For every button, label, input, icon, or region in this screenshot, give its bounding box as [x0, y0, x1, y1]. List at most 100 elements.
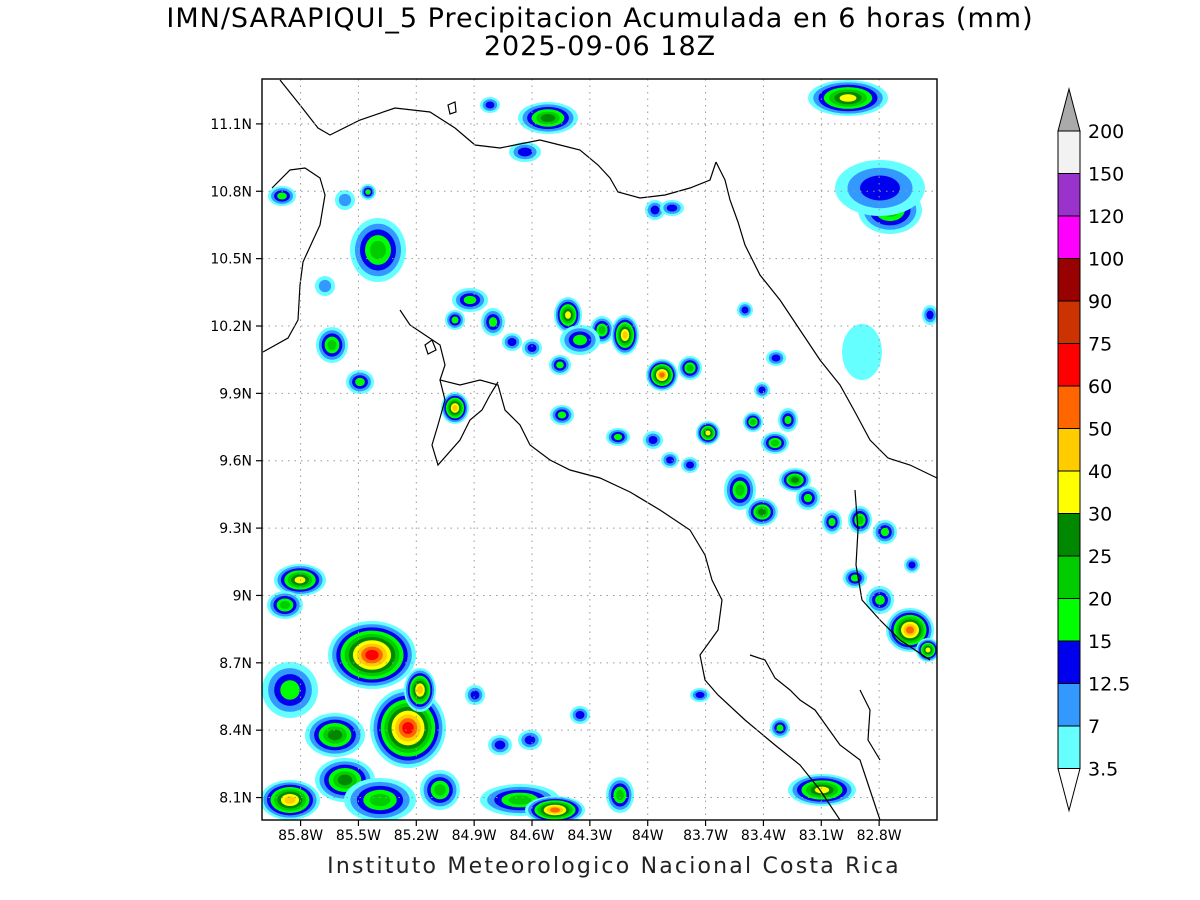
rain-contour — [550, 807, 560, 813]
colorbar-segment — [1057, 513, 1081, 557]
rain-cell — [779, 468, 811, 492]
rain-contour — [686, 461, 694, 469]
rain-cell — [754, 382, 770, 398]
rain-contour — [880, 527, 890, 537]
rain-cell — [488, 735, 512, 755]
lon-tick-label: 85.5W — [336, 828, 381, 844]
colorbar-segment — [1057, 130, 1081, 174]
rain-contour — [784, 415, 792, 425]
colorbar-label: 25 — [1088, 546, 1112, 568]
rain-cell — [724, 470, 756, 510]
rain-contour — [735, 484, 745, 496]
rain-contour — [327, 729, 343, 741]
rain-contour — [355, 377, 365, 387]
rain-cell — [420, 770, 460, 810]
rain-cell — [643, 431, 663, 449]
map-subtitle-datetime: 2025-09-06 18Z — [483, 31, 717, 62]
rain-contour — [540, 114, 556, 122]
lon-tick-label: 83.1W — [799, 828, 844, 844]
rain-cell — [480, 97, 500, 113]
rain-contour — [327, 339, 337, 351]
rain-cell — [822, 510, 842, 534]
rain-contour — [598, 326, 606, 334]
rain-contour — [686, 364, 694, 372]
colorbar-max-arrow — [1057, 87, 1081, 132]
rain-contour — [280, 680, 300, 700]
rain-cell — [737, 302, 753, 318]
rain-cell — [606, 777, 634, 813]
rain-cell — [465, 685, 485, 705]
rain-contour — [451, 316, 459, 324]
rain-cell — [645, 200, 665, 220]
rain-contour — [828, 517, 836, 527]
rain-cell — [346, 370, 374, 394]
colorbar-segment — [1057, 598, 1081, 642]
lat-tick-label: 10.2N — [210, 319, 252, 335]
rain-cell — [866, 586, 894, 614]
rain-cell — [761, 432, 789, 454]
rain-cell — [404, 668, 436, 712]
rain-contour — [850, 574, 860, 582]
colorbar-label: 200 — [1088, 121, 1124, 143]
lat-tick-label: 10.8N — [210, 184, 252, 200]
rain-cell — [518, 730, 542, 750]
rain-cell — [502, 333, 522, 351]
rain-cell — [808, 80, 888, 116]
lat-tick-label: 9.6N — [219, 454, 252, 470]
colorbar-label: 7 — [1088, 716, 1100, 738]
rain-cell — [886, 608, 934, 652]
lat-tick-label: 11.1N — [210, 117, 252, 133]
rain-contour — [925, 647, 931, 653]
rain-cell — [646, 359, 678, 391]
rain-cell — [678, 356, 702, 380]
rain-cell — [267, 591, 303, 619]
lon-tick-label: 84.3W — [567, 828, 612, 844]
rain-contour — [842, 324, 882, 380]
rain-contour — [463, 295, 477, 305]
rain-contour — [908, 561, 916, 569]
colorbar-label: 15 — [1088, 631, 1112, 653]
rain-cell — [525, 796, 585, 820]
rain-contour — [666, 456, 674, 464]
rain-contour — [758, 508, 766, 516]
footer-credit: Instituto Meteorologico Nacional Costa R… — [327, 854, 901, 879]
lon-tick-label: 84.9W — [452, 828, 497, 844]
map-frame — [261, 78, 938, 821]
rain-contour — [771, 439, 779, 447]
colorbar-label: 150 — [1088, 164, 1124, 186]
lat-tick-label: 8.7N — [219, 656, 252, 672]
island-2 — [424, 339, 437, 355]
rain-cell — [560, 325, 600, 355]
nicoya-gulf — [431, 379, 499, 467]
rain-cell — [606, 428, 630, 446]
colorbar-label: 100 — [1088, 249, 1124, 271]
lon-tick-label: 85.2W — [394, 828, 439, 844]
rain-cell — [681, 457, 699, 473]
island-1 — [447, 101, 457, 115]
colorbar-label: 3.5 — [1088, 759, 1118, 781]
colorbar-label: 90 — [1088, 291, 1112, 313]
colorbar-label: 30 — [1088, 504, 1112, 526]
rain-contour — [488, 317, 498, 327]
lat-tick-label: 8.1N — [219, 791, 252, 807]
map-background — [262, 79, 937, 820]
rain-contour — [875, 595, 885, 605]
colorbar-segment — [1057, 555, 1081, 599]
rain-contour — [741, 306, 749, 314]
colorbar-segment — [1057, 725, 1081, 769]
rain-contour — [294, 576, 306, 584]
rain-cell — [796, 486, 820, 510]
rain-contour — [613, 433, 623, 441]
rain-cell — [873, 520, 897, 544]
rain-contour — [556, 361, 564, 369]
rain-contour — [695, 691, 705, 699]
rain-contour — [906, 626, 914, 634]
rain-contour — [926, 310, 934, 320]
rain-contour — [402, 721, 414, 735]
lon-tick-label: 84W — [632, 828, 664, 844]
rain-contour — [666, 204, 678, 212]
rain-cell — [441, 392, 469, 424]
rain-contour — [494, 740, 506, 750]
rain-contour — [758, 386, 766, 394]
